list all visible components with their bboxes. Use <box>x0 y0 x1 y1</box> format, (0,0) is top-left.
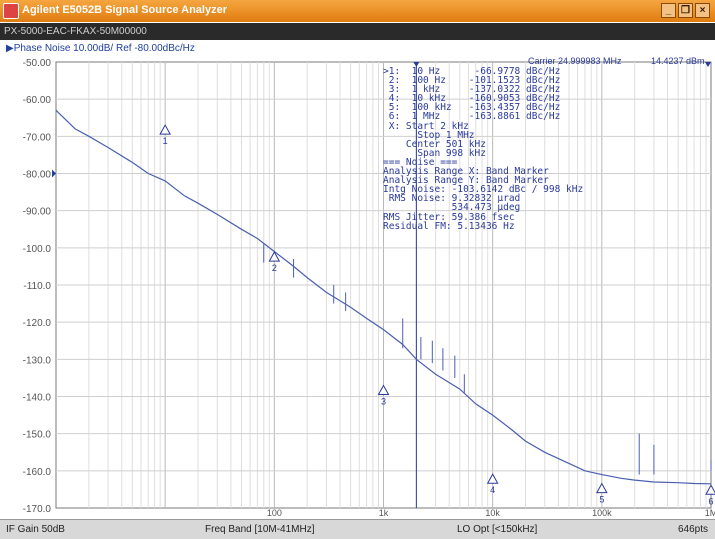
lo-opt-status[interactable]: LO Opt [<150kHz] <box>457 524 537 535</box>
x-tick-label: 1M <box>705 508 715 518</box>
marker-6-label: 6 <box>708 496 713 506</box>
y-tick-label: -160.0 <box>23 467 52 478</box>
freq-band-status[interactable]: Freq Band [10M-41MHz] <box>205 524 315 535</box>
phase-noise-plot[interactable]: -50.00 -60.00 -70.00 -80.00 -90.00 -100.0 -110… <box>0 0 715 519</box>
y-tick-label: -110.0 <box>23 281 51 292</box>
y-tick-label: -50.00 <box>23 58 52 69</box>
marker-5-label: 5 <box>599 495 604 505</box>
points-status[interactable]: 646pts <box>678 524 708 535</box>
x-tick-label: 100 <box>267 508 282 518</box>
panel-line: Residual FM: 5.13436 Hz <box>383 222 583 231</box>
y-tick-label: -170.0 <box>23 504 52 515</box>
status-bar: IF Gain 50dB Freq Band [10M-41MHz] LO Op… <box>0 519 715 539</box>
carrier-power: 14.4237 dBm <box>651 56 705 66</box>
reference-level-arrow <box>52 170 56 178</box>
y-tick-label: -140.0 <box>23 393 52 404</box>
marker-1-label: 1 <box>163 136 168 146</box>
x-tick-label: 100k <box>592 508 612 518</box>
marker-3-label: 3 <box>381 396 386 406</box>
x-tick-label: 10k <box>485 508 500 518</box>
y-tick-label: -120.0 <box>23 318 52 329</box>
y-tick-label: -70.00 <box>23 132 52 143</box>
y-tick-label: -60.00 <box>23 95 52 106</box>
marker-4-label: 4 <box>490 485 495 495</box>
y-tick-label: -100.0 <box>23 244 52 255</box>
y-tick-label: -90.00 <box>23 207 52 218</box>
y-tick-label: -130.0 <box>23 355 52 366</box>
y-tick-label: -150.0 <box>23 430 52 441</box>
if-gain-status[interactable]: IF Gain 50dB <box>6 524 65 535</box>
carrier-frequency: Carrier 24.999983 MHz <box>528 56 622 66</box>
y-tick-label: -80.00 <box>23 170 52 181</box>
marker-2-label: 2 <box>272 263 277 273</box>
marker-analysis-panel: >1: 10 Hz -66.9778 dBc/Hz 2: 100 Hz -101… <box>383 67 583 231</box>
x-tick-label: 1k <box>379 508 389 518</box>
